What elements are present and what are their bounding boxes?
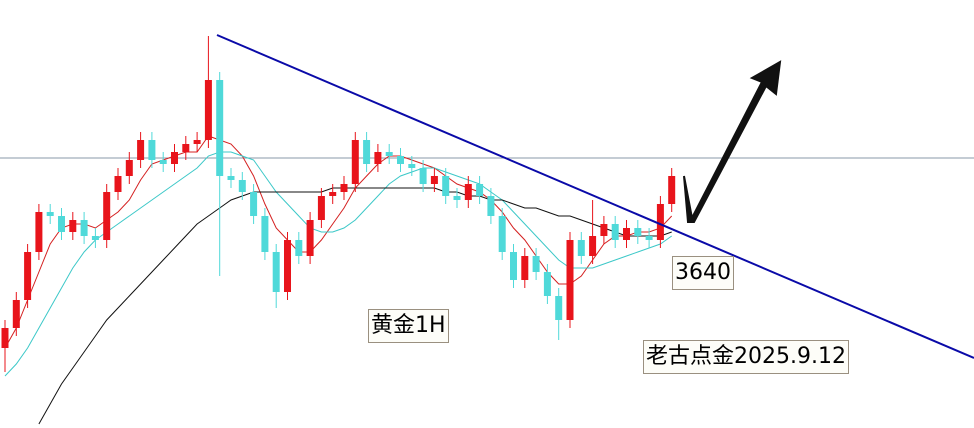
candle-body (408, 164, 416, 168)
candle-body (543, 272, 551, 296)
candle-body (442, 176, 450, 196)
candle-body (430, 176, 438, 184)
candle-body (272, 252, 280, 292)
candle-body (385, 152, 393, 156)
candle-body (476, 184, 484, 196)
candle-body (555, 296, 563, 320)
moving-average (4, 151, 672, 377)
candle-body (464, 184, 472, 200)
candle-body (453, 196, 461, 200)
candle-body (171, 152, 178, 164)
candle-body (306, 220, 314, 256)
candle-body (216, 80, 224, 176)
candle-body (498, 216, 506, 252)
arrow (683, 60, 782, 223)
plot (1, 36, 676, 425)
candle-body (261, 216, 269, 252)
candle-body (159, 160, 167, 164)
candle-body (521, 256, 529, 280)
candle-body (340, 184, 348, 192)
candle-body (182, 144, 190, 152)
candle-body (566, 240, 574, 320)
candle-body (668, 176, 676, 204)
candle-body (35, 212, 43, 252)
candle-body (103, 192, 111, 240)
candle-body (351, 140, 359, 184)
candle-body (91, 236, 99, 240)
annotation: 3640 (672, 256, 734, 290)
candle-body (193, 140, 201, 144)
candle-body (419, 168, 427, 184)
candle-body (204, 80, 212, 140)
candle-body (137, 140, 145, 160)
candle-body (363, 140, 371, 164)
candle-body (600, 224, 608, 236)
candle-body (510, 252, 517, 280)
candle-body (1, 328, 9, 348)
candle-body (58, 216, 65, 232)
candle-body (577, 240, 585, 256)
candle-body (250, 192, 258, 216)
candle-body (12, 300, 20, 328)
candle-body (69, 220, 77, 232)
moving-average (4, 135, 673, 349)
candle-body (148, 140, 156, 160)
candle-body (24, 252, 32, 300)
candle-body (623, 228, 630, 240)
candle-body (295, 240, 303, 256)
trend-line (216, 34, 974, 359)
candle-body (284, 240, 291, 292)
annotation: 黄金1H (368, 309, 449, 343)
candle-body (227, 176, 235, 180)
candle-body (611, 224, 619, 240)
candle-body (374, 152, 382, 164)
candle-body (125, 160, 133, 176)
candle-body (589, 236, 597, 256)
candle-body (238, 180, 246, 192)
candle-body (114, 176, 122, 192)
candle-body (487, 196, 495, 216)
candle-body (317, 196, 325, 220)
candle-body (656, 204, 664, 240)
candle-body (397, 156, 404, 164)
candle-body (634, 228, 642, 236)
annotation: 老古点金2025.9.12 (643, 340, 849, 374)
candle-body (46, 212, 54, 216)
moving-average (38, 187, 672, 425)
candle-body (329, 192, 337, 196)
candle-body (645, 236, 653, 240)
candle-body (532, 256, 540, 272)
candle-body (80, 220, 88, 236)
